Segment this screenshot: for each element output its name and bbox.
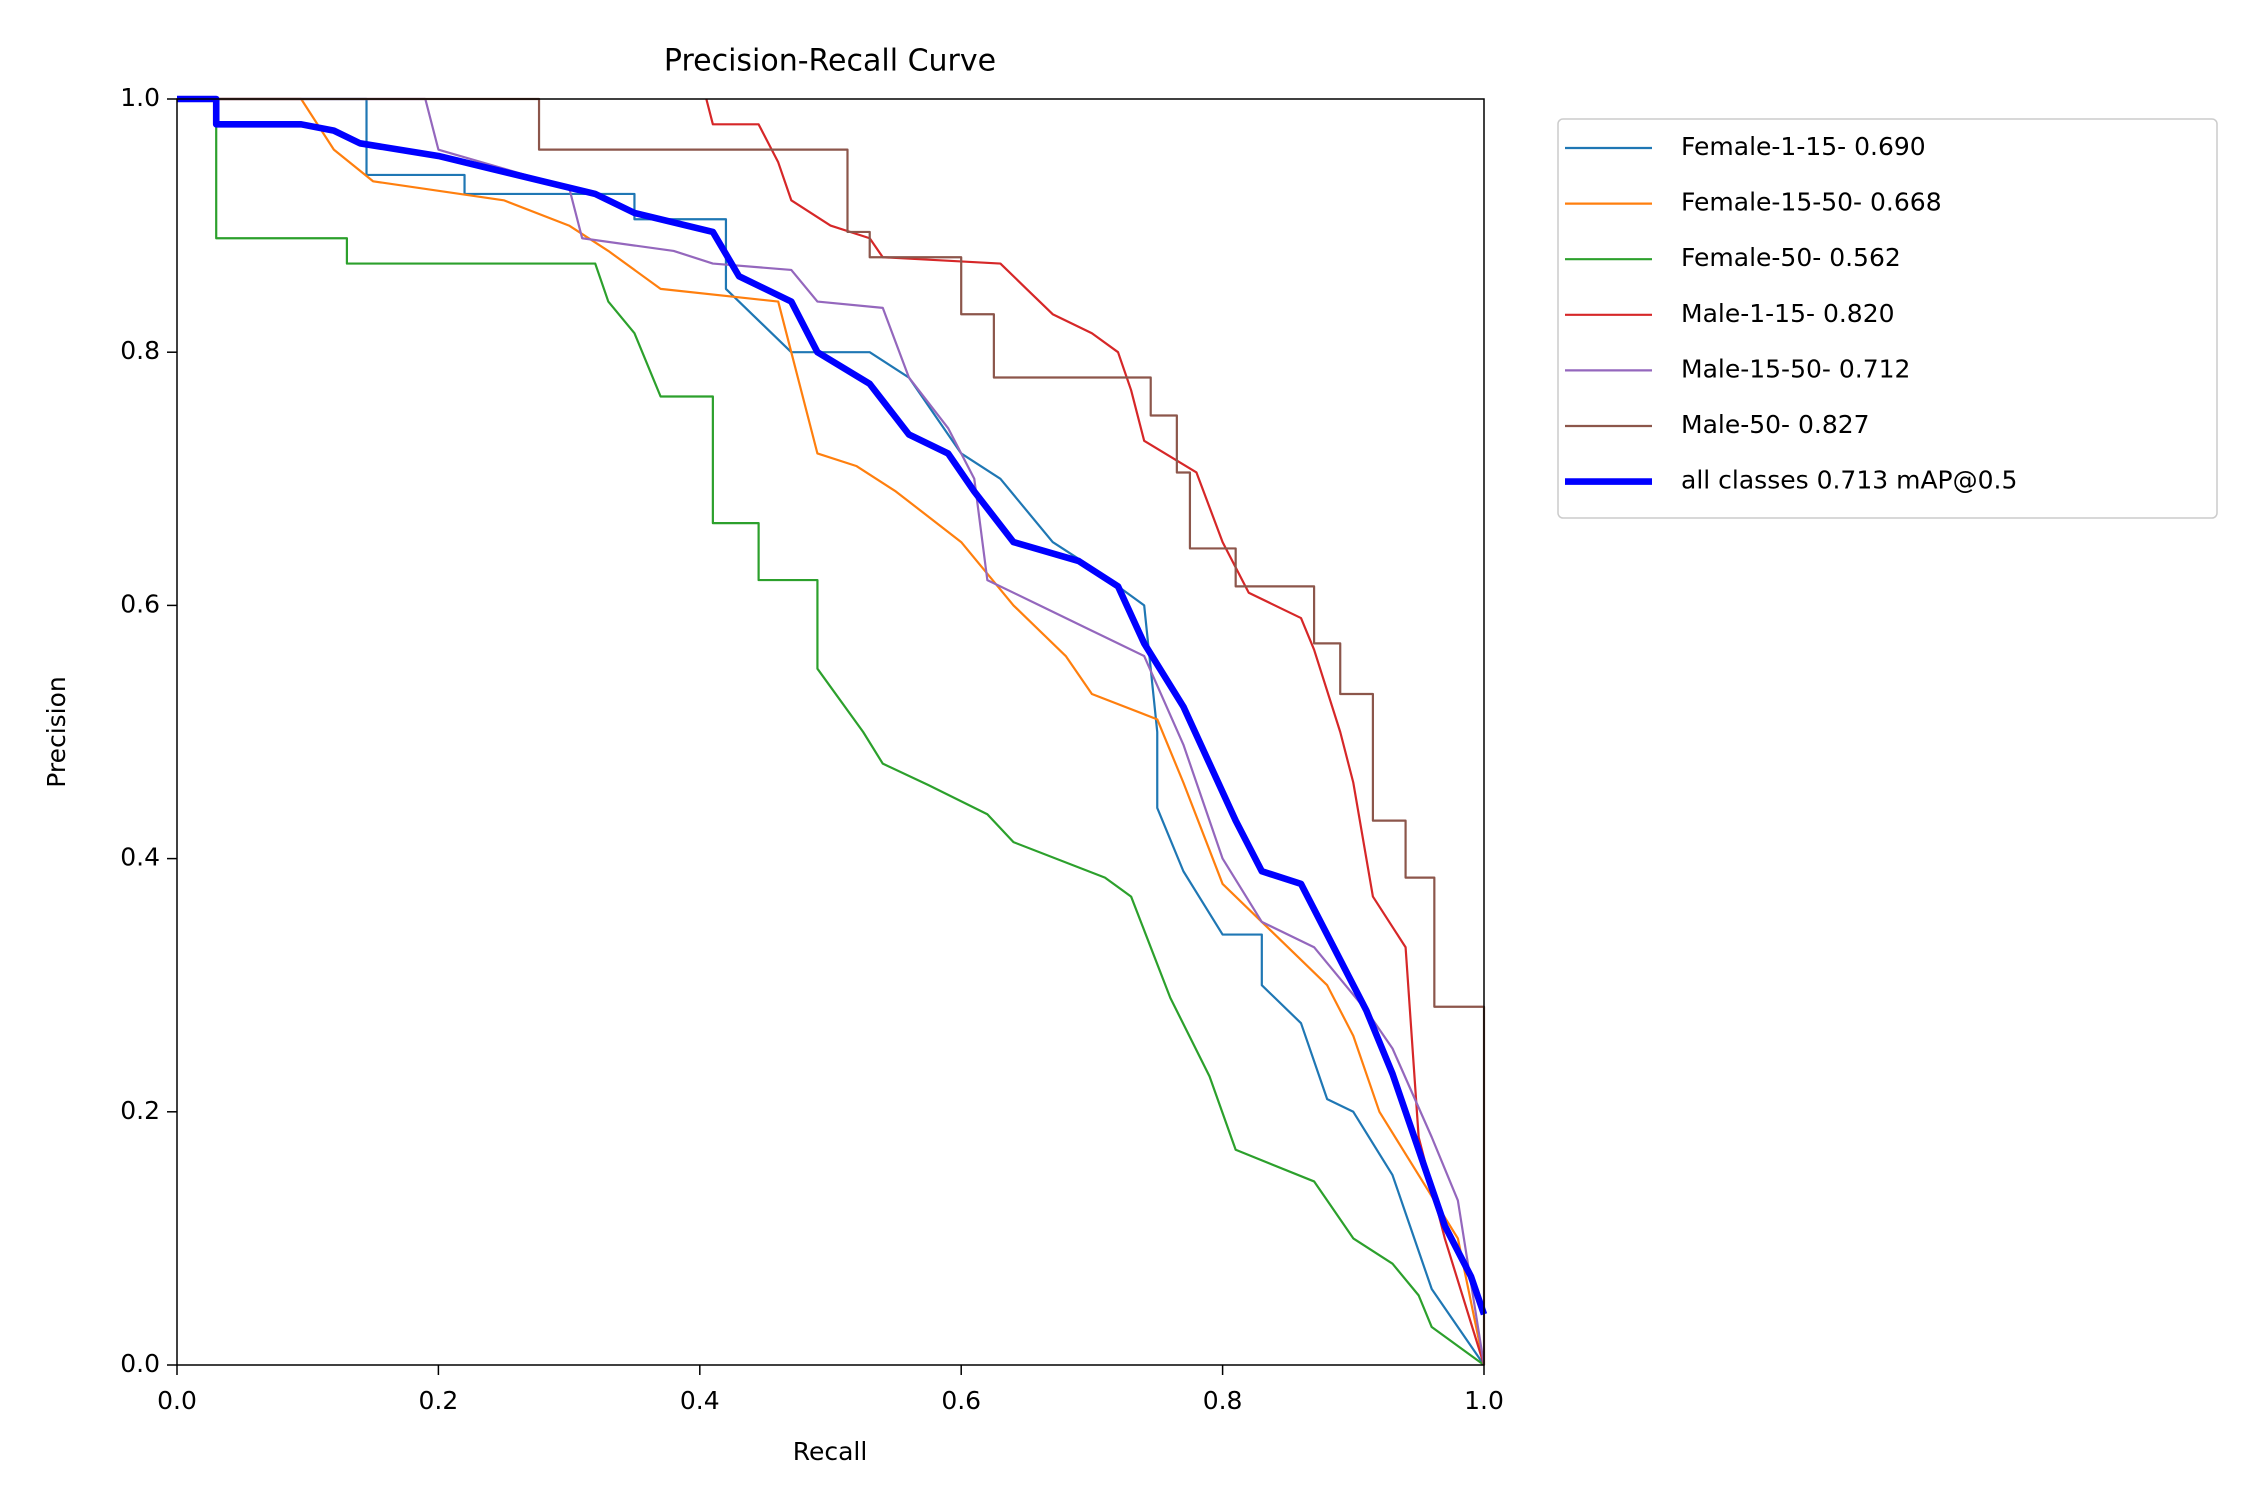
pr-curve [177, 97, 1485, 1366]
x-tick-label: 0.6 [941, 1386, 981, 1415]
pr-curve [177, 97, 1486, 1365]
y-tick-label: 0.4 [120, 843, 160, 872]
pr-curve [177, 97, 1485, 1366]
legend-label: Female-1-15- 0.690 [1681, 132, 1926, 161]
pr-curve [177, 97, 1486, 1366]
plot-frame [176, 98, 1485, 1366]
legend-label: Female-15-50- 0.668 [1681, 188, 1942, 217]
legend-label: Male-15-50- 0.712 [1681, 354, 1910, 383]
chart-title: Precision-Recall Curve [664, 44, 996, 79]
legend-label: all classes 0.713 mAP@0.5 [1681, 466, 2017, 495]
x-tick-label: 0.0 [157, 1386, 197, 1415]
pr-curve [705, 98, 1486, 1366]
y-tick-label: 0.6 [120, 589, 160, 618]
x-tick-label: 0.8 [1203, 1386, 1243, 1415]
x-axis-label: Recall [793, 1437, 868, 1466]
legend-box [1557, 118, 2218, 519]
legend-label: Male-50- 0.827 [1681, 410, 1870, 439]
pr-curve [177, 97, 1486, 1366]
legend-label: Female-50- 0.562 [1681, 243, 1901, 272]
y-tick-label: 0.8 [120, 336, 160, 365]
x-tick-label: 0.4 [680, 1386, 720, 1415]
y-tick-label: 1.0 [120, 83, 160, 112]
y-tick-label: 0.0 [120, 1349, 160, 1378]
pr-curve [177, 95, 1488, 1316]
legend-label: Male-1-15- 0.820 [1681, 299, 1895, 328]
y-tick-label: 0.2 [120, 1096, 160, 1125]
x-tick-label: 0.2 [419, 1386, 459, 1415]
x-tick-label: 1.0 [1464, 1386, 1504, 1415]
y-axis-label: Precision [42, 676, 71, 788]
